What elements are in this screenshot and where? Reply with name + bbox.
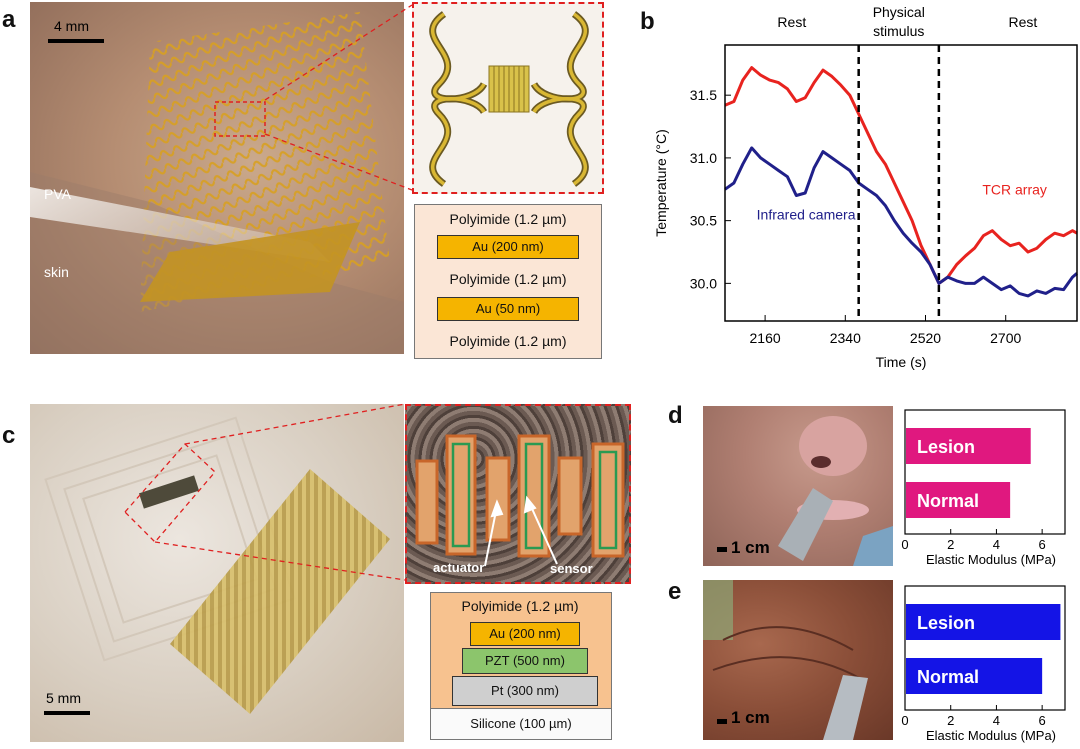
panel-label-d: d	[668, 402, 683, 429]
scale-bar-label-c: 5 mm	[46, 690, 81, 706]
panel-label-a: a	[2, 6, 16, 33]
region-label-0: Rest	[777, 14, 806, 30]
layer-stack-a: Polyimide (1.2 µm) Au (200 nm) Polyimide…	[414, 204, 602, 359]
layer-c-2: Au (200 nm)	[470, 622, 580, 646]
x-tick-label-0: 2160	[750, 330, 781, 346]
face-lesion-illustration	[778, 416, 893, 566]
panel-label-c: c	[2, 422, 16, 449]
temperature-chart: 2160 2340 2520 2700 30.0 30.5 31.0 31.5 Time (s)…	[653, 4, 1078, 370]
y-tick-label-1: 30.5	[690, 213, 717, 229]
scale-bar-label-d: 1 cm	[731, 538, 770, 557]
region-label-1-line1: Physical	[873, 4, 925, 20]
chart-e-bar-label-lesion: Lesion	[917, 613, 975, 633]
layer-a-5: Polyimide (1.2 µm)	[449, 333, 567, 349]
chart-e-bar-label-normal: Normal	[917, 667, 979, 687]
neck-lesion-illustration	[703, 580, 868, 740]
sensor-actuator-inset: actuator sensor	[405, 404, 631, 584]
chart-d-bar-label-lesion: Lesion	[917, 437, 975, 457]
x-tick-label-1: 2340	[830, 330, 861, 346]
chart-e-bar-lesion	[906, 604, 1061, 640]
region-label-2: Rest	[1009, 14, 1038, 30]
layer-a-2: Au (200 nm)	[437, 235, 579, 259]
y-axis-label: Temperature (°C)	[653, 129, 669, 237]
x-tick-label-3: 2700	[990, 330, 1021, 346]
panel-d-photo: 1 cm	[703, 406, 893, 566]
scale-bar-c	[44, 711, 90, 715]
region-label-1-line2: stimulus	[873, 23, 924, 39]
zoom-lines-c	[154, 403, 406, 581]
chart-d-x-tick-label-2: 4	[993, 537, 1000, 552]
layer-c-3: PZT (500 nm)	[462, 648, 588, 674]
layer-c-4: Pt (300 nm)	[452, 676, 598, 706]
sensor-label: sensor	[550, 561, 593, 576]
scale-bar-label-e: 1 cm	[731, 708, 770, 727]
panel-e-photo: 1 cm	[703, 580, 893, 740]
layer-stack-c: Polyimide (1.2 µm) Au (200 nm) PZT (500 …	[430, 592, 612, 740]
actuator-label: actuator	[433, 560, 485, 575]
x-axis-label: Time (s)	[876, 354, 927, 370]
chart-d-x-tick-label-3: 6	[1039, 537, 1046, 552]
layer-a-1: Polyimide (1.2 µm)	[449, 211, 567, 227]
scale-bar-label-a: 4 mm	[54, 18, 89, 34]
chart-e-x-tick-label-1: 2	[947, 713, 954, 728]
chart-e-x-tick-label-3: 6	[1039, 713, 1046, 728]
panel-c-photo: 5 mm	[30, 404, 404, 742]
scale-bar-e	[717, 719, 727, 724]
pva-label: PVA	[44, 186, 71, 202]
panel-a-photo: 4 mm PVA skin	[30, 2, 404, 354]
y-tick-label-2: 31.0	[690, 150, 717, 166]
chart-e-x-axis-label: Elastic Modulus (MPa)	[926, 728, 1056, 743]
panel-label-e: e	[668, 578, 682, 605]
layer-a-4: Au (50 nm)	[437, 297, 579, 321]
panel-label-b: b	[640, 8, 655, 35]
chart-e-bar-normal	[906, 658, 1043, 694]
tcr-annotation: TCR array	[982, 181, 1047, 197]
chart-d-bar-lesion	[906, 428, 1031, 464]
chart-d-bar-normal	[906, 482, 1011, 518]
series-line-0	[724, 66, 1078, 285]
layer-c-1: Polyimide (1.2 µm)	[461, 598, 579, 614]
serpentine-interconnect-drawing	[429, 11, 589, 187]
y-tick-label-0: 30.0	[690, 275, 717, 291]
y-tick-label-3: 31.5	[690, 87, 717, 103]
element-array-drawing	[415, 434, 625, 567]
infrared-annotation: Infrared camera	[757, 206, 856, 222]
piezo-device-illustration	[44, 416, 390, 714]
chart-e-x-tick-label-2: 4	[993, 713, 1000, 728]
layer-c-5: Silicone (100 µm)	[430, 708, 612, 740]
scale-bar-a	[48, 39, 104, 43]
chart-d-x-axis-label: Elastic Modulus (MPa)	[926, 552, 1056, 567]
chart-d-bar-label-normal: Normal	[917, 491, 979, 511]
chart-d-x-tick-label-1: 2	[947, 537, 954, 552]
scale-bar-d	[717, 547, 727, 552]
chart-e-x-tick-label-0: 0	[901, 713, 908, 728]
skin-label: skin	[44, 264, 69, 280]
layer-a-3: Polyimide (1.2 µm)	[449, 271, 567, 287]
series-line-1	[724, 146, 1078, 298]
plot-frame	[724, 44, 1078, 322]
serpentine-zoom-inset	[412, 2, 604, 194]
chart-d-x-tick-label-0: 0	[901, 537, 908, 552]
zoom-lines-a	[264, 4, 413, 191]
x-tick-label-2: 2520	[910, 330, 941, 346]
electrode-array-illustration	[30, 12, 404, 354]
